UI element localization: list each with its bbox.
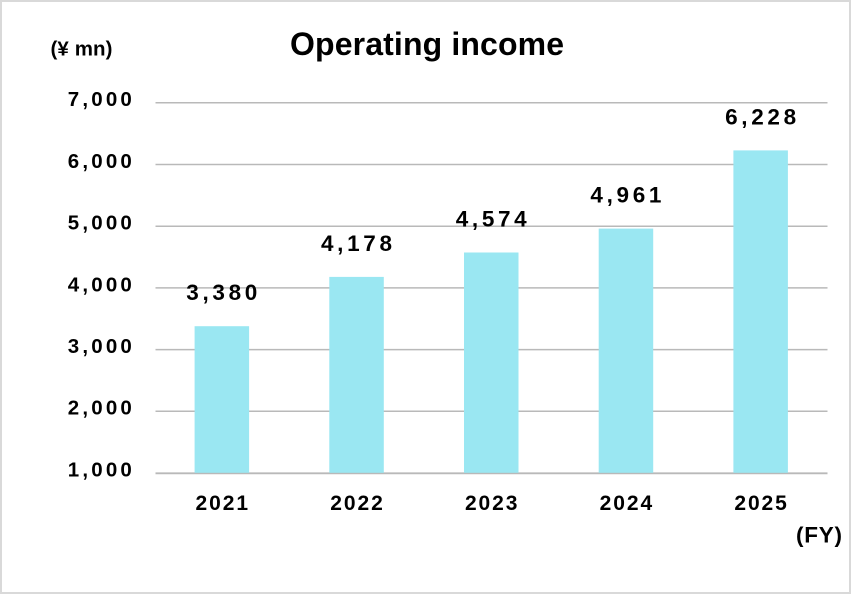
svg-text:5,000: 5,000	[68, 212, 132, 235]
svg-text:4,574: 4,574	[456, 207, 527, 232]
svg-text:2024: 2024	[600, 492, 653, 515]
svg-text:Operating income: Operating income	[290, 26, 564, 62]
svg-text:2025: 2025	[734, 492, 787, 515]
svg-text:7,000: 7,000	[68, 88, 132, 111]
svg-text:(FY): (FY)	[796, 523, 842, 548]
svg-text:4,000: 4,000	[68, 273, 132, 296]
svg-text:2022: 2022	[330, 492, 383, 515]
svg-text:2023: 2023	[465, 492, 518, 515]
svg-text:4,961: 4,961	[590, 183, 661, 208]
svg-text:4,178: 4,178	[321, 231, 392, 256]
svg-text:1,000: 1,000	[68, 459, 132, 482]
svg-text:(¥ mn): (¥ mn)	[51, 38, 113, 61]
svg-text:2,000: 2,000	[68, 397, 132, 420]
svg-text:6,228: 6,228	[725, 104, 796, 129]
svg-text:2021: 2021	[196, 492, 249, 515]
svg-text:3,380: 3,380	[186, 280, 257, 305]
svg-text:3,000: 3,000	[68, 335, 132, 358]
svg-text:6,000: 6,000	[68, 150, 132, 173]
